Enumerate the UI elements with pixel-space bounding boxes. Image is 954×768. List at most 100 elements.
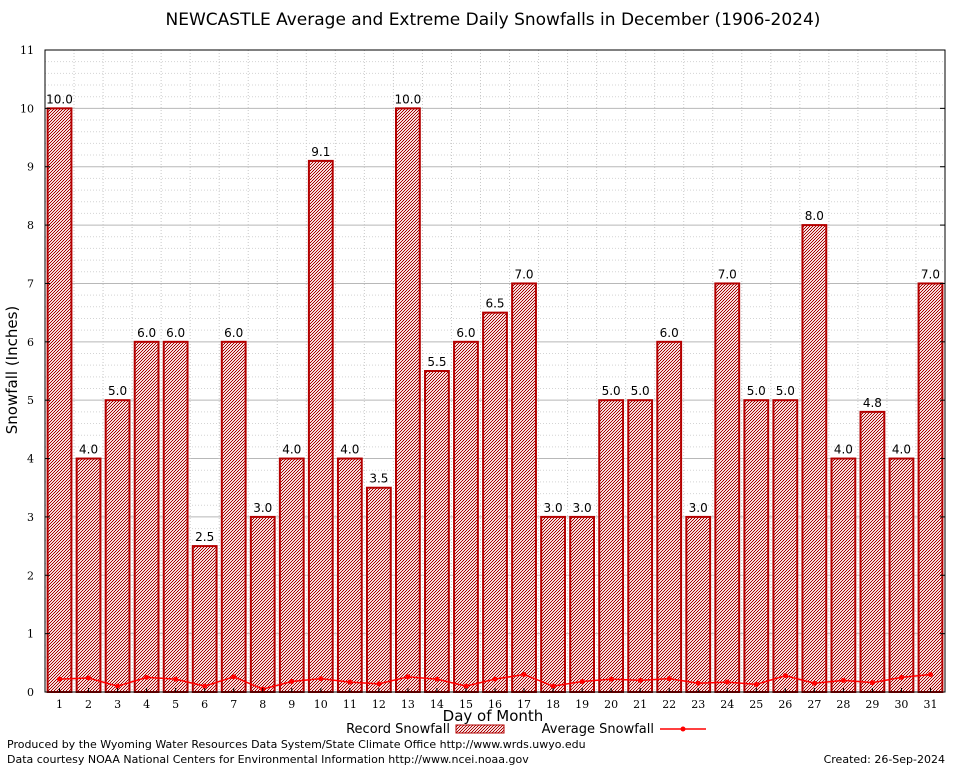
y-tick-label: 10 bbox=[20, 102, 34, 115]
record-snowfall-bar bbox=[104, 399, 131, 693]
bar-value-label: 8.0 bbox=[805, 209, 824, 223]
average-snowfall-point bbox=[927, 671, 933, 677]
record-snowfall-bar bbox=[365, 486, 392, 693]
average-snowfall-point bbox=[144, 674, 150, 680]
bar-value-label: 7.0 bbox=[921, 267, 940, 281]
average-snowfall-point bbox=[637, 677, 643, 683]
average-snowfall-point bbox=[579, 678, 585, 684]
record-snowfall-bars bbox=[46, 107, 944, 694]
bar-value-label: 7.0 bbox=[514, 267, 533, 281]
y-tick-label: 5 bbox=[27, 394, 34, 407]
average-snowfall-point bbox=[492, 676, 498, 682]
y-tick-label: 7 bbox=[27, 277, 34, 290]
record-snowfall-bar bbox=[917, 282, 944, 693]
record-snowfall-bar bbox=[424, 370, 450, 693]
record-snowfall-bar bbox=[395, 107, 421, 693]
x-tick-label: 30 bbox=[894, 698, 908, 711]
footer-created-date: Created: 26-Sep-2024 bbox=[824, 753, 945, 766]
x-axis-label: Day of Month bbox=[443, 707, 544, 725]
record-snowfall-bar bbox=[336, 457, 363, 693]
average-snowfall-point bbox=[608, 676, 614, 682]
x-tick-label: 17 bbox=[517, 698, 531, 711]
bar-value-label: 7.0 bbox=[718, 267, 737, 281]
x-tick-label: 10 bbox=[314, 698, 328, 711]
bar-value-label: 3.0 bbox=[544, 501, 563, 515]
y-tick-label: 8 bbox=[27, 219, 34, 232]
x-tick-label: 8 bbox=[259, 698, 266, 711]
record-snowfall-bar bbox=[685, 515, 712, 694]
average-snowfall-point bbox=[521, 671, 527, 677]
bar-value-label: 6.0 bbox=[660, 326, 679, 340]
bar-value-label: 10.0 bbox=[46, 92, 73, 106]
y-axis-label: Snowfall (Inches) bbox=[3, 306, 21, 434]
bar-value-label: 5.0 bbox=[602, 384, 621, 398]
record-snowfall-bar bbox=[511, 282, 537, 693]
record-snowfall-bar bbox=[714, 282, 741, 693]
average-snowfall-point bbox=[550, 683, 556, 689]
average-snowfall-point bbox=[347, 679, 353, 685]
legend: Record Snowfall Average Snowfall bbox=[346, 722, 706, 737]
bar-value-label: 3.0 bbox=[689, 501, 708, 515]
record-snowfall-bar bbox=[220, 340, 247, 693]
record-snowfall-bar bbox=[888, 457, 915, 693]
x-tick-label: 12 bbox=[372, 698, 386, 711]
bar-value-label: 4.0 bbox=[834, 443, 853, 457]
record-snowfall-bar bbox=[656, 340, 683, 693]
record-snowfall-bar bbox=[249, 515, 276, 694]
x-tick-label: 26 bbox=[778, 698, 792, 711]
record-snowfall-bar bbox=[278, 457, 305, 693]
y-tick-label: 4 bbox=[27, 453, 34, 466]
bar-value-label: 4.0 bbox=[282, 443, 301, 457]
bar-value-label: 3.0 bbox=[253, 501, 272, 515]
y-axis-ticks: 0 1 2 3 4 5 6 7 8 9 10 11 bbox=[20, 44, 945, 699]
bar-value-label: 4.0 bbox=[892, 443, 911, 457]
x-tick-label: 24 bbox=[720, 698, 734, 711]
average-snowfall-point bbox=[57, 676, 63, 682]
x-tick-label: 4 bbox=[143, 698, 150, 711]
x-tick-label: 20 bbox=[604, 698, 618, 711]
bar-value-label: 3.5 bbox=[369, 472, 388, 486]
record-snowfall-bar bbox=[801, 224, 828, 693]
x-tick-label: 14 bbox=[430, 698, 444, 711]
x-tick-label: 28 bbox=[836, 698, 850, 711]
average-snowfall-point bbox=[753, 681, 759, 687]
y-tick-label: 1 bbox=[27, 628, 34, 641]
average-snowfall-point bbox=[405, 674, 411, 680]
y-tick-label: 2 bbox=[27, 569, 34, 582]
legend-record-swatch bbox=[455, 724, 505, 734]
record-snowfall-bar bbox=[540, 515, 566, 694]
bar-value-label: 4.8 bbox=[863, 396, 882, 410]
average-snowfall-point bbox=[811, 680, 817, 686]
x-tick-label: 15 bbox=[459, 698, 473, 711]
record-snowfall-bar bbox=[743, 399, 770, 693]
average-snowfall-point bbox=[869, 680, 875, 686]
x-tick-label: 7 bbox=[230, 698, 237, 711]
x-tick-label: 29 bbox=[865, 698, 879, 711]
bar-value-label: 4.0 bbox=[79, 443, 98, 457]
record-snowfall-bar bbox=[598, 399, 625, 693]
bar-value-label: 10.0 bbox=[395, 92, 422, 106]
y-tick-label: 6 bbox=[27, 336, 34, 349]
legend-average-label: Average Snowfall bbox=[542, 722, 654, 737]
record-snowfall-bar bbox=[46, 107, 73, 693]
footer-data-source: Data courtesy NOAA National Centers for … bbox=[7, 753, 529, 766]
average-snowfall-line bbox=[57, 671, 933, 692]
chart-title: NEWCASTLE Average and Extreme Daily Snow… bbox=[166, 10, 821, 30]
y-tick-label: 11 bbox=[20, 44, 34, 57]
bar-value-label: 5.0 bbox=[631, 384, 650, 398]
y-tick-label: 0 bbox=[27, 686, 34, 699]
average-snowfall-point bbox=[173, 676, 179, 682]
average-snowfall-point bbox=[724, 679, 730, 685]
x-tick-label: 1 bbox=[56, 698, 63, 711]
bar-value-label: 5.0 bbox=[747, 384, 766, 398]
legend-record-label: Record Snowfall bbox=[346, 722, 450, 737]
x-axis-ticks: 1 2 3 4 5 6 7 8 9 10 11 12 13 14 15 16 17 18 19 20 21 22 23 24 2… bbox=[56, 688, 937, 711]
bar-value-label: 5.0 bbox=[776, 384, 795, 398]
bar-value-label: 5.5 bbox=[427, 355, 446, 369]
x-tick-label: 22 bbox=[662, 698, 676, 711]
x-tick-label: 16 bbox=[488, 698, 502, 711]
bar-value-label: 5.0 bbox=[108, 384, 127, 398]
record-snowfall-bar bbox=[482, 311, 508, 693]
bar-value-label: 6.0 bbox=[456, 326, 475, 340]
record-snowfall-bar bbox=[627, 399, 654, 693]
